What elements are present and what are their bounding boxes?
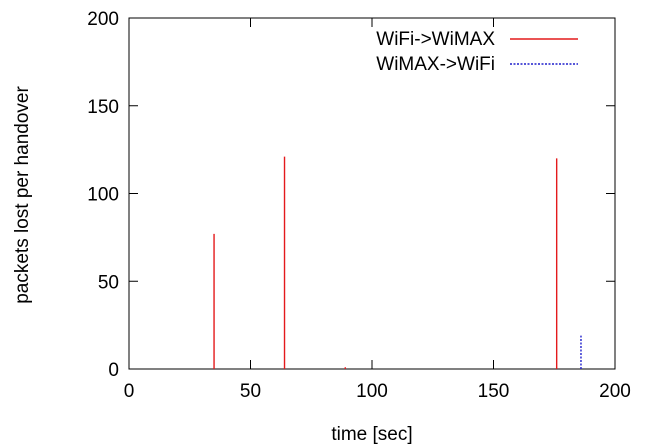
x-tick-label: 0 (124, 381, 135, 402)
y-tick-label: 0 (108, 360, 119, 381)
x-tick-label: 50 (240, 381, 261, 402)
x-tick-label: 200 (599, 381, 631, 402)
x-tick-label: 150 (478, 381, 510, 402)
legend: WiFi->WiMAX WiMAX->WiFi (376, 29, 578, 75)
y-axis-title: packets lost per handover (12, 86, 33, 304)
ticks: 0 50 100 150 200 0 50 100 150 200 (87, 9, 631, 402)
y-tick-label: 200 (87, 9, 119, 30)
impulses (213, 156, 582, 369)
x-tick-label: 100 (356, 381, 388, 402)
y-tick-label: 100 (87, 185, 119, 206)
y-tick-label: 50 (98, 272, 119, 293)
plot-frame (128, 17, 616, 370)
axes (128, 17, 616, 370)
x-axis-title: time [sec] (331, 424, 412, 445)
legend-label-wifi-wimax: WiFi->WiMAX (376, 29, 495, 50)
legend-label-wimax-wifi: WiMAX->WiFi (376, 54, 495, 75)
y-tick-label: 150 (87, 97, 119, 118)
